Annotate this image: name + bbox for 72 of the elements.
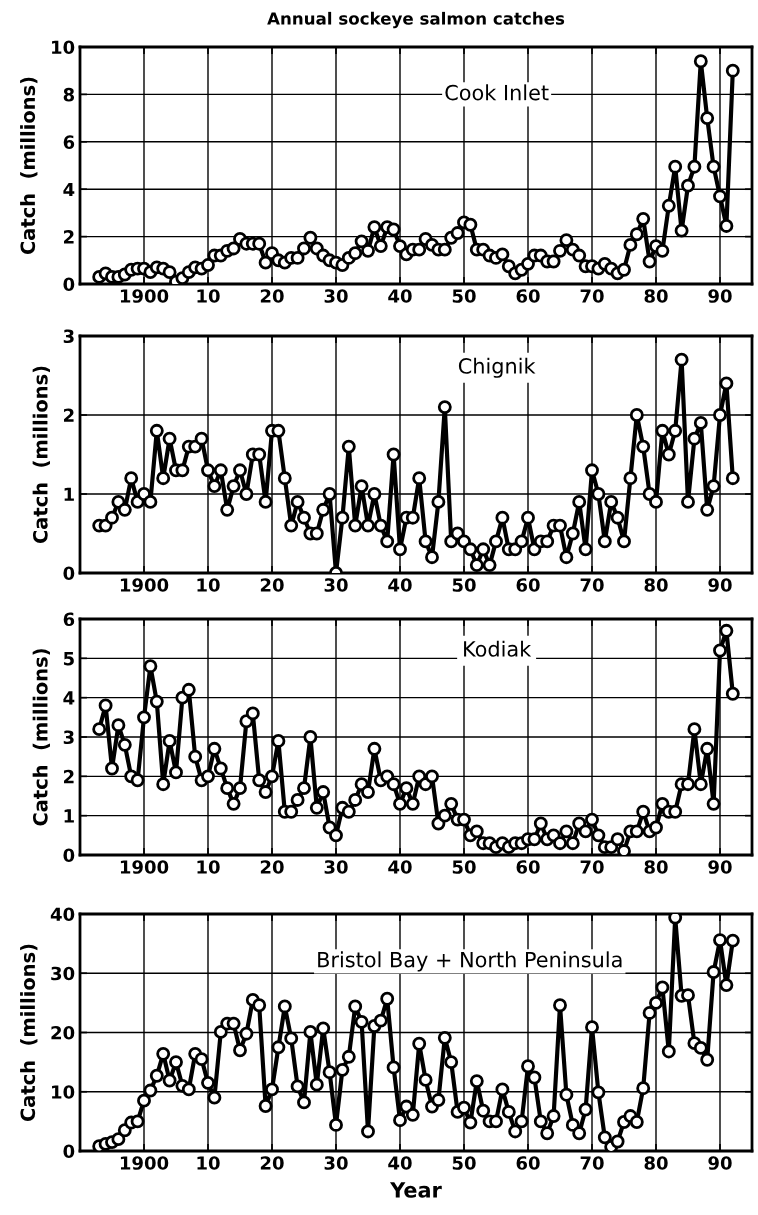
x-tick-label: 60 [516, 860, 540, 874]
x-tick-label: 10 [197, 289, 220, 303]
x-tick-label: 30 [324, 578, 348, 592]
y-tick-label: 3 [63, 730, 74, 745]
x-tick-label: 40 [388, 1156, 412, 1170]
x-tick-label: 30 [324, 1156, 348, 1170]
x-tick-label: 60 [516, 578, 540, 592]
y-axis-title: Catch (millions) [20, 944, 38, 1122]
y-tick-label: 0 [63, 848, 75, 863]
y-tick-label: 5 [63, 652, 74, 666]
x-tick-label: 50 [452, 1156, 476, 1170]
x-tick-label: 80 [644, 860, 668, 874]
x-tick-label: 20 [260, 860, 284, 874]
x-tick-label: 40 [388, 578, 412, 592]
x-tick-label: 90 [708, 289, 732, 303]
x-tick-label: 50 [452, 289, 476, 303]
x-tick-label: 90 [708, 860, 732, 874]
y-tick-label: 10 [52, 1085, 75, 1099]
y-tick-label: 6 [63, 612, 75, 627]
y-tick-label: 40 [50, 907, 75, 922]
x-tick-label: 10 [197, 1156, 220, 1170]
y-tick-label: 0 [63, 1144, 75, 1159]
x-tick-label: 60 [516, 289, 540, 303]
x-tick-label: 1900 [120, 1156, 169, 1170]
legend-label: Chignik [458, 357, 536, 378]
x-tick-label: 70 [580, 1156, 604, 1170]
y-tick-label: 6 [63, 135, 75, 149]
x-tick-label: 40 [388, 860, 412, 874]
series-label: Bristol Bay + North Peninsula [318, 951, 622, 972]
x-tick-label: 1900 [120, 289, 169, 303]
x-tick-label: 70 [580, 860, 604, 874]
x-tick-label: 20 [260, 1156, 284, 1170]
x-tick-label: 30 [324, 860, 348, 874]
y-tick-label: 1 [64, 809, 74, 823]
y-tick-label: 2 [64, 408, 74, 422]
x-tick-label: 30 [324, 289, 348, 303]
y-axis-title: Catch (millions) [32, 366, 50, 544]
y-tick-label: 10 [52, 40, 75, 55]
y-tick-label: 0 [63, 566, 75, 581]
y-tick-label: 30 [51, 966, 75, 981]
x-tick-label: 70 [580, 289, 604, 303]
x-tick-label: 90 [708, 1156, 732, 1170]
y-tick-label: 2 [64, 230, 74, 244]
x-tick-label: 80 [644, 1156, 668, 1170]
text: Cook Inlet [445, 84, 549, 101]
y-tick-label: 0 [63, 277, 75, 292]
y-tick-label: 8 [63, 87, 75, 102]
x-tick-label: 1900 [120, 860, 169, 874]
x-tick-label: 60 [516, 1156, 540, 1170]
chart-title: Annual sockeye salmon catches [267, 11, 565, 29]
x-tick-label: 80 [644, 578, 668, 592]
y-tick-label: 4 [63, 691, 75, 705]
x-tick-label: 20 [260, 578, 284, 592]
y-tick-label: 20 [51, 1025, 75, 1040]
y-tick-label: 3 [63, 329, 74, 344]
legend-label: Kodiak [464, 640, 532, 657]
y-axis-title: Catch (millions) [20, 77, 38, 255]
y-tick-label: 2 [64, 769, 74, 784]
x-tick-label: 50 [452, 578, 476, 592]
x-tick-label: 10 [197, 578, 220, 592]
x-tick-label: 50 [452, 860, 476, 874]
y-tick-label: 4 [63, 182, 75, 197]
x-tick-label: 40 [388, 289, 412, 303]
x-tick-label: 80 [644, 289, 668, 303]
y-tick-label: 1 [64, 487, 74, 501]
x-tick-label: 90 [708, 578, 732, 592]
x-tick-label: 10 [197, 860, 220, 874]
x-tick-label: 1900 [120, 578, 169, 592]
y-axis-title: Catch (millions) [32, 649, 50, 826]
x-tick-label: 20 [260, 289, 284, 303]
x-tick-label: 70 [580, 578, 604, 592]
x-axis-title: Year [389, 1182, 442, 1198]
